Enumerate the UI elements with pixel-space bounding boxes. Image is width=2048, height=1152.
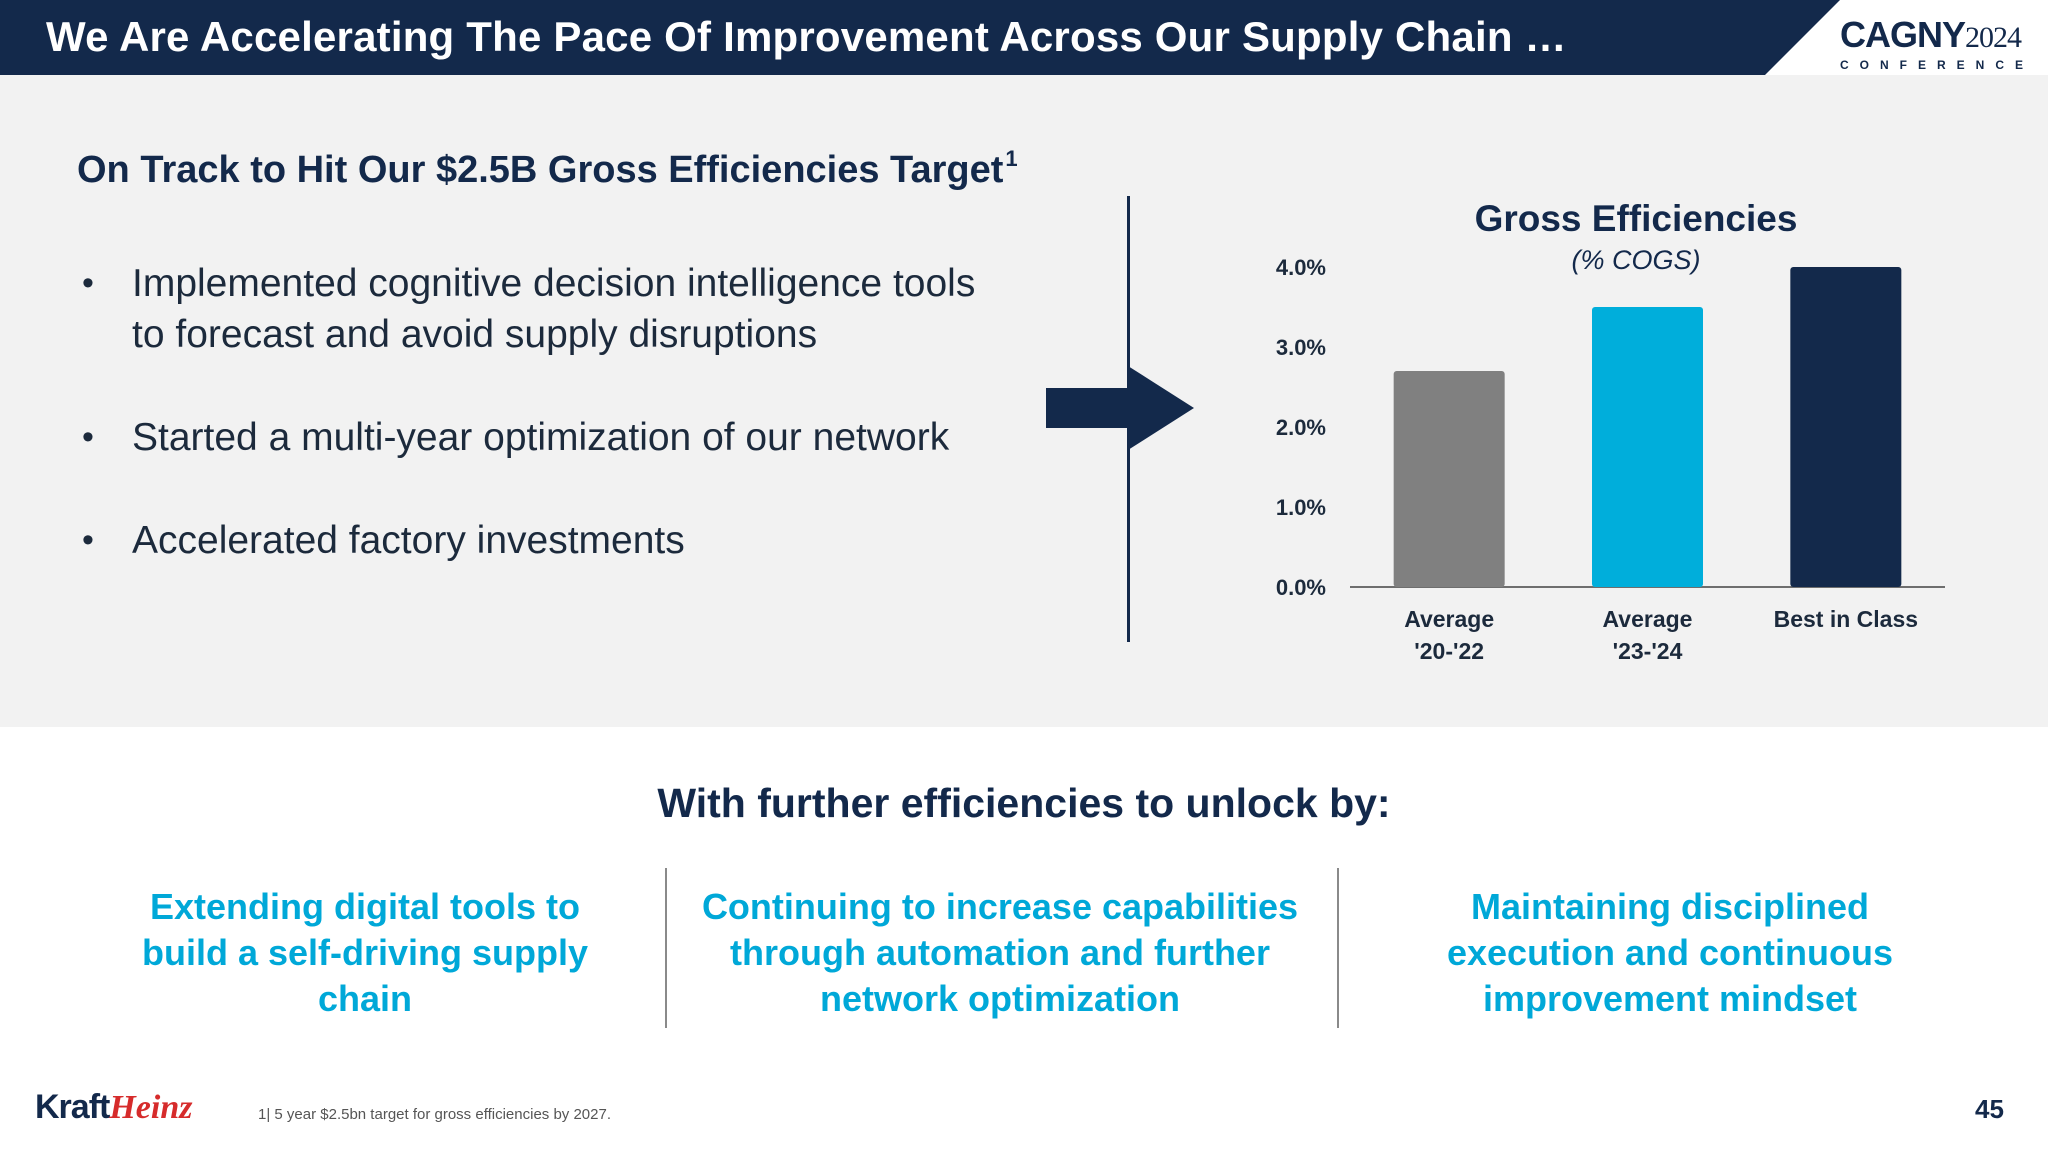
bar (1393, 371, 1505, 587)
y-tick-label: 4.0% (1276, 255, 1326, 280)
bullet-list: Implemented cognitive decision intellige… (78, 258, 978, 618)
x-category-label: Best in Class (1774, 606, 1918, 632)
lever-digital-tools: Extending digital tools to build a self-… (141, 886, 589, 1019)
cagny-conference-logo: CAGNY2024 CONFERENCE (1840, 16, 2030, 76)
kraft-heinz-logo: KraftHeinz (35, 1088, 193, 1126)
right-arrow-icon (1046, 366, 1194, 450)
lever-divider (1337, 868, 1339, 1028)
bullet-item: Accelerated factory investments (78, 515, 978, 566)
content-panel (0, 75, 2048, 727)
cagny-logo-text: CAGNY2024 (1840, 14, 2022, 55)
bar (1790, 267, 1902, 587)
lever-automation: Continuing to increase capabilities thro… (701, 886, 1299, 1019)
y-tick-label: 2.0% (1276, 415, 1326, 440)
x-category-label: '20-'22 (1414, 638, 1484, 664)
footnote-ref: 1 (1005, 146, 1018, 171)
page-number: 45 (1975, 1094, 2004, 1124)
bar (1592, 307, 1703, 587)
gross-efficiencies-chart: 0.0% 1.0% 2.0% 3.0% 4.0% Average '20-'22 Averag… (1276, 255, 1945, 664)
bullet-item: Started a multi-year optimization of our… (78, 412, 978, 463)
chart-subtitle: (% COGS) (1571, 245, 1701, 275)
lever-divider (665, 868, 667, 1028)
y-tick-label: 0.0% (1276, 575, 1326, 600)
page-title: We Are Accelerating The Pace Of Improvem… (46, 13, 1567, 60)
bullet-item: Implemented cognitive decision intellige… (78, 258, 978, 360)
chart-title: Gross Efficiencies (1474, 198, 1798, 239)
lever-disciplined-execution: Maintaining disciplined execution and co… (1446, 886, 1894, 1019)
y-tick-label: 1.0% (1276, 495, 1326, 520)
y-tick-label: 3.0% (1276, 335, 1326, 360)
x-category-label: Average (1404, 606, 1494, 632)
header-navy-band (0, 0, 1840, 75)
x-category-label: Average (1603, 606, 1693, 632)
header-bar: We Are Accelerating The Pace Of Improvem… (0, 0, 2048, 75)
cagny-logo-subtext: CONFERENCE (1840, 58, 2035, 72)
further-efficiencies-heading: With further efficiencies to unlock by: (657, 780, 1391, 826)
x-category-label: '23-'24 (1613, 638, 1683, 664)
footnote: 1| 5 year $2.5bn target for gross effici… (258, 1106, 611, 1123)
section-heading: On Track to Hit Our $2.5B Gross Efficien… (77, 146, 1018, 191)
